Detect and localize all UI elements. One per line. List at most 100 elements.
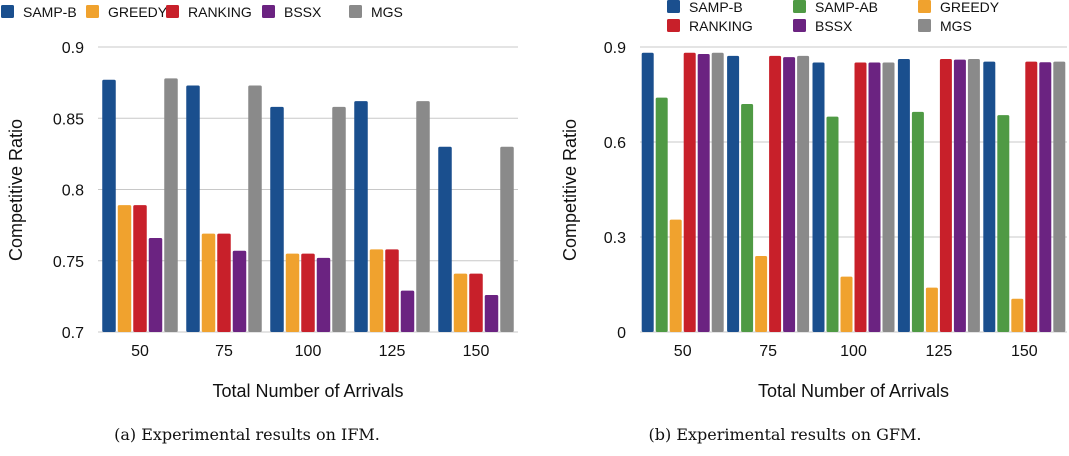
legend-label: SAMP-B (23, 4, 77, 20)
bar-ranking-50 (683, 52, 696, 332)
bar-samp-ab-150 (997, 115, 1010, 332)
bar-greedy-50 (669, 219, 682, 332)
legend-swatch-greedy (918, 0, 931, 13)
y-tick-label: 0.9 (62, 40, 84, 57)
bar-ranking-150 (1025, 61, 1038, 333)
bar-greedy-100 (840, 276, 853, 332)
bar-samp-b-150 (438, 146, 452, 332)
bar-bssx-150 (484, 294, 499, 332)
bar-greedy-50 (117, 205, 132, 332)
bar-samp-b-125 (897, 59, 910, 333)
y-tick-label: 0 (617, 325, 626, 342)
bar-bssx-100 (868, 62, 881, 333)
bar-samp-b-100 (812, 62, 825, 333)
legend-swatch-samp-ab (793, 0, 806, 13)
bar-samp-b-125 (354, 101, 368, 333)
bar-greedy-75 (201, 233, 216, 332)
legend-swatch-bssx (262, 5, 275, 18)
x-tick-label: 50 (674, 343, 692, 360)
x-axis-title: Total Number of Arrivals (212, 381, 403, 401)
legend-swatch-bssx (793, 19, 806, 32)
bar-mgs-50 (711, 52, 724, 332)
y-axis-title: Competitive Ratio (560, 119, 580, 261)
bar-mgs-100 (332, 106, 346, 332)
bar-mgs-125 (967, 59, 980, 333)
legend-label: SAMP-B (689, 0, 743, 15)
legend-label: MGS (371, 4, 403, 20)
bar-ranking-100 (854, 62, 867, 333)
bar-greedy-75 (755, 256, 768, 332)
bar-mgs-75 (248, 85, 262, 332)
bar-ranking-75 (217, 233, 231, 332)
y-tick-label: 0.9 (604, 40, 626, 57)
legend-label: GREEDY (108, 4, 168, 20)
x-tick-label: 100 (840, 343, 867, 360)
bar-mgs-150 (500, 146, 514, 332)
bar-mgs-100 (882, 62, 895, 333)
bar-ranking-50 (133, 205, 147, 332)
x-tick-label: 150 (1011, 343, 1038, 360)
x-tick-label: 100 (295, 343, 322, 360)
bar-greedy-125 (369, 249, 384, 332)
x-tick-label: 50 (131, 343, 149, 360)
legend-swatch-greedy (86, 5, 99, 18)
legend-swatch-samp-b (1, 5, 14, 18)
legend-swatch-ranking (667, 19, 680, 32)
x-tick-label: 125 (926, 343, 953, 360)
y-tick-label: 0.3 (604, 230, 626, 247)
bar-bssx-125 (400, 290, 415, 332)
bar-bssx-75 (232, 250, 247, 332)
bar-bssx-75 (783, 57, 796, 333)
x-axis-title: Total Number of Arrivals (758, 381, 949, 401)
y-axis-title: Competitive Ratio (6, 119, 26, 261)
bar-samp-b-150 (983, 61, 996, 333)
bar-samp-ab-125 (911, 111, 924, 333)
chart-gfm: 0 0.3 0.6 0.9 50 75 100 125 150 Total Number of A… (560, 0, 1067, 444)
legend-label: SAMP-AB (815, 0, 878, 15)
bar-samp-ab-50 (655, 97, 668, 333)
x-tick-label: 125 (379, 343, 406, 360)
chart-ifm: 0.7 0.75 0.8 0.85 0.9 50 75 100 125 150 Total Numb… (1, 4, 518, 444)
bar-samp-b-50 (641, 52, 654, 332)
legend-label: MGS (940, 18, 972, 34)
bar-ranking-150 (469, 273, 483, 332)
legend-swatch-mgs (349, 5, 362, 18)
bar-samp-b-100 (270, 106, 284, 332)
y-tick-label: 0.6 (604, 135, 626, 152)
bar-ranking-125 (385, 249, 399, 332)
bar-samp-ab-100 (826, 116, 839, 333)
bar-mgs-50 (164, 78, 178, 332)
bar-bssx-150 (1039, 62, 1052, 332)
legend-label: GREEDY (940, 0, 1000, 15)
bar-greedy-150 (1011, 298, 1024, 332)
y-tick-label: 0.85 (53, 111, 84, 128)
figure-caption: (b) Experimental results on GFM. (649, 425, 922, 444)
x-tick-label: 150 (463, 343, 490, 360)
bar-bssx-100 (316, 257, 331, 332)
bar-bssx-125 (953, 59, 966, 333)
bar-samp-b-75 (727, 55, 740, 332)
bar-samp-ab-75 (741, 104, 754, 332)
bar-samp-b-75 (186, 85, 200, 332)
bar-greedy-100 (285, 253, 300, 332)
legend-label: RANKING (188, 4, 252, 20)
bar-mgs-150 (1053, 61, 1066, 333)
bar-ranking-75 (769, 55, 782, 332)
x-tick-label: 75 (215, 343, 233, 360)
legend-swatch-mgs (918, 19, 931, 32)
legend-swatch-ranking (166, 5, 179, 18)
bar-bssx-50 (148, 237, 163, 332)
bar-greedy-150 (453, 273, 468, 332)
bar-greedy-125 (925, 287, 938, 332)
legend-label: BSSX (284, 4, 322, 20)
bar-samp-b-50 (102, 79, 116, 333)
legend-swatch-samp-b (667, 0, 680, 13)
bar-ranking-125 (939, 59, 952, 333)
bar-bssx-50 (697, 53, 710, 332)
y-tick-label: 0.8 (62, 183, 84, 200)
x-tick-label: 75 (759, 343, 777, 360)
bar-mgs-75 (797, 55, 810, 332)
figure-caption: (a) Experimental results on IFM. (114, 425, 380, 444)
legend-label: RANKING (689, 18, 753, 34)
